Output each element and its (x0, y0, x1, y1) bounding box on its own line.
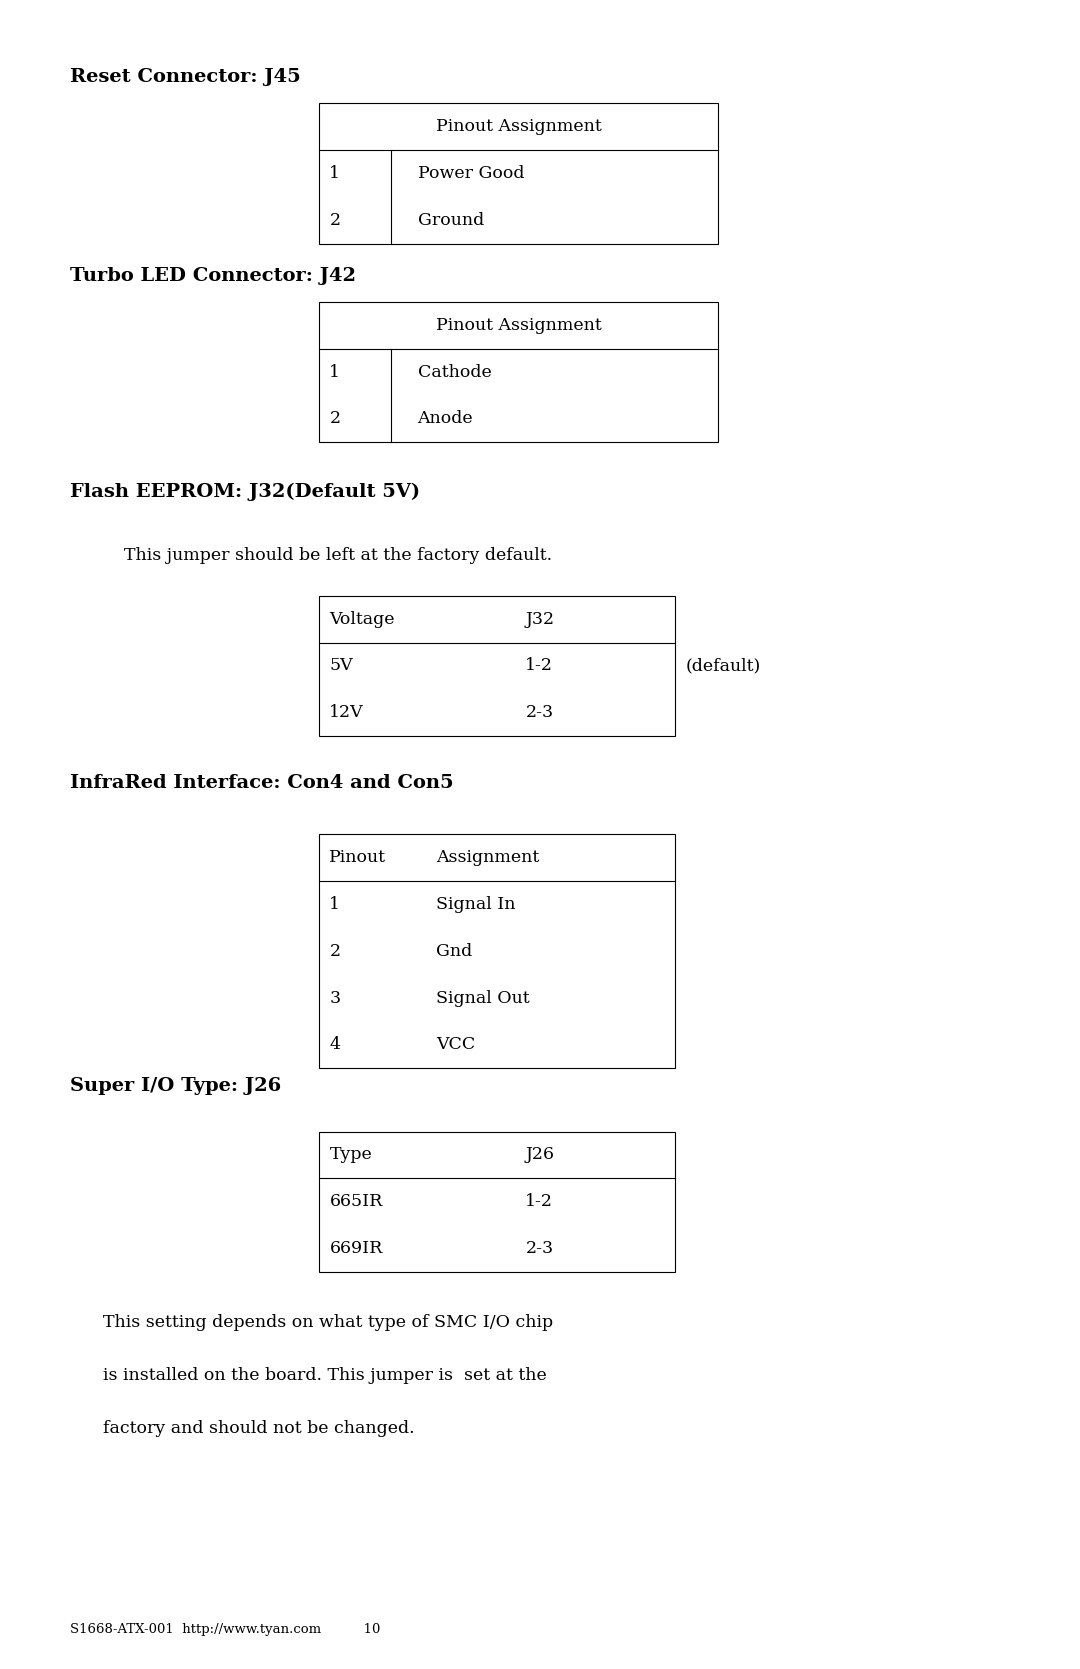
Text: J32: J32 (526, 611, 554, 628)
Text: 12V: 12V (329, 704, 364, 721)
Text: Ground: Ground (418, 212, 484, 229)
Text: Turbo LED Connector: J42: Turbo LED Connector: J42 (70, 267, 356, 285)
Text: Pinout Assignment: Pinout Assignment (435, 317, 602, 334)
Text: 1-2: 1-2 (526, 658, 553, 674)
Text: 2-3: 2-3 (526, 1240, 554, 1257)
Text: 1: 1 (329, 896, 340, 913)
Text: Assignment: Assignment (436, 850, 540, 866)
Text: 2: 2 (329, 943, 340, 960)
Text: Super I/O Type: J26: Super I/O Type: J26 (70, 1077, 282, 1095)
Text: Signal Out: Signal Out (436, 990, 530, 1006)
Bar (319, 834, 675, 1068)
Text: 5V: 5V (329, 658, 353, 674)
Text: factory and should not be changed.: factory and should not be changed. (103, 1420, 415, 1437)
Text: 1: 1 (329, 364, 340, 381)
Text: InfraRed Interface: Con4 and Con5: InfraRed Interface: Con4 and Con5 (70, 774, 454, 793)
Text: 665IR: 665IR (329, 1193, 382, 1210)
Text: Power Good: Power Good (418, 165, 524, 182)
Text: J26: J26 (526, 1147, 554, 1163)
Text: 669IR: 669IR (329, 1240, 382, 1257)
Text: VCC: VCC (436, 1036, 475, 1053)
Text: 1: 1 (329, 165, 340, 182)
Text: Reset Connector: J45: Reset Connector: J45 (70, 68, 301, 87)
Text: (default): (default) (686, 658, 761, 674)
Text: Type: Type (329, 1147, 373, 1163)
Text: This jumper should be left at the factory default.: This jumper should be left at the factor… (124, 547, 552, 564)
Text: Flash EEPROM: J32(Default 5V): Flash EEPROM: J32(Default 5V) (70, 482, 420, 501)
Text: 3: 3 (329, 990, 340, 1006)
Bar (319, 302, 718, 442)
Bar (319, 596, 675, 736)
Text: 1-2: 1-2 (526, 1193, 553, 1210)
Bar (319, 103, 718, 244)
Text: Gnd: Gnd (436, 943, 473, 960)
Text: This setting depends on what type of SMC I/O chip: This setting depends on what type of SMC… (103, 1314, 553, 1330)
Text: 2: 2 (329, 411, 340, 427)
Text: Anode: Anode (418, 411, 473, 427)
Text: 4: 4 (329, 1036, 340, 1053)
Text: Pinout Assignment: Pinout Assignment (435, 118, 602, 135)
Text: Signal In: Signal In (436, 896, 516, 913)
Bar (319, 1132, 675, 1272)
Text: Voltage: Voltage (329, 611, 395, 628)
Text: S1668-ATX-001  http://www.tyan.com          10: S1668-ATX-001 http://www.tyan.com 10 (70, 1622, 380, 1636)
Text: is installed on the board. This jumper is  set at the: is installed on the board. This jumper i… (103, 1367, 546, 1384)
Text: Cathode: Cathode (418, 364, 491, 381)
Text: Pinout: Pinout (329, 850, 387, 866)
Text: 2-3: 2-3 (526, 704, 554, 721)
Text: 2: 2 (329, 212, 340, 229)
